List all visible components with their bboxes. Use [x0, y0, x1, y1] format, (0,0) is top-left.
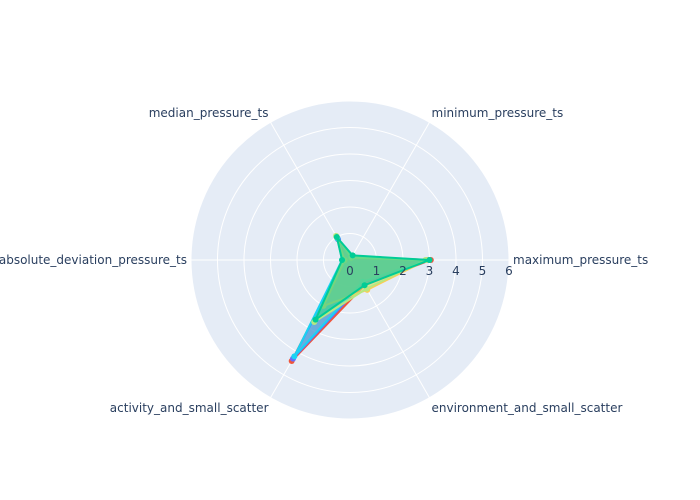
- data-point: [333, 234, 340, 241]
- data-point: [291, 353, 298, 360]
- radial-tick-label: 2: [399, 264, 407, 278]
- axis-label: maximum_pressure_ts: [513, 253, 648, 267]
- radial-tick-label: 5: [479, 264, 487, 278]
- axis-label: activity_and_small_scatter: [110, 401, 269, 415]
- axis-label: median_pressure_ts: [149, 106, 269, 120]
- axis-label: absolute_deviation_pressure_ts: [0, 253, 187, 267]
- angular-axis-labels: maximum_pressure_ts minimum_pressure_ts me…: [0, 106, 648, 415]
- grid-spoke: [270, 259, 351, 398]
- radial-tick-label: 1: [373, 264, 381, 278]
- radial-tick-label: 4: [452, 264, 460, 278]
- axis-label: minimum_pressure_ts: [432, 106, 564, 120]
- data-point: [312, 316, 319, 323]
- series-5: [312, 234, 433, 323]
- radial-tick-label: 6: [505, 264, 513, 278]
- series-layer: [288, 232, 434, 364]
- data-point: [339, 257, 346, 263]
- axis-label: environment_and_small_scatter: [432, 401, 623, 415]
- data-point: [361, 282, 368, 289]
- radial-tick-label: 0: [346, 264, 354, 278]
- data-point: [426, 257, 433, 263]
- data-point: [349, 252, 356, 259]
- grid-spoke: [349, 122, 430, 261]
- radial-tick-label: 3: [426, 264, 434, 278]
- radial-tick-labels: 0 1 2 3 4 5 6: [346, 264, 513, 278]
